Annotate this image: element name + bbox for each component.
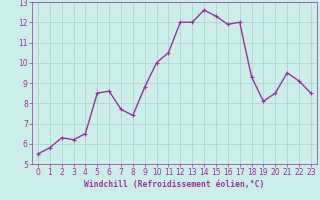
X-axis label: Windchill (Refroidissement éolien,°C): Windchill (Refroidissement éolien,°C): [84, 180, 265, 189]
